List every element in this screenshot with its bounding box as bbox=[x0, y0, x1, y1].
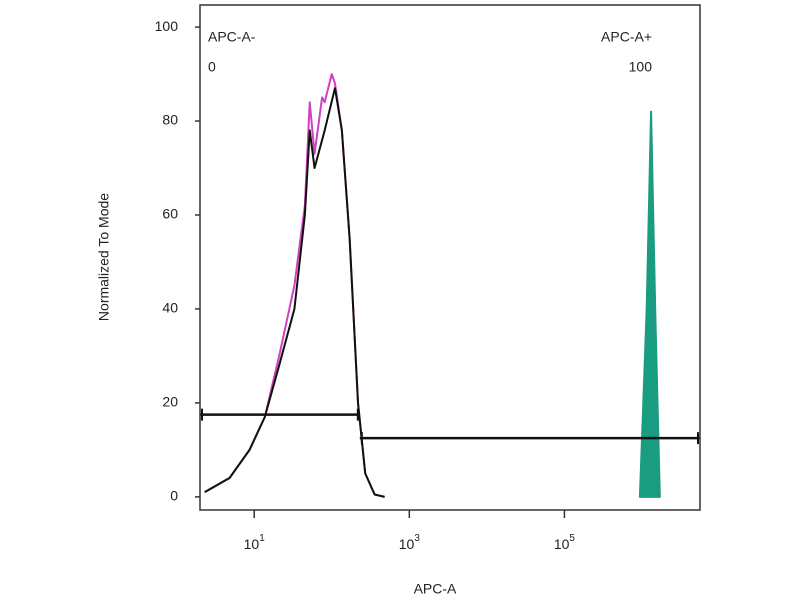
gate-percent: 0 bbox=[208, 59, 216, 75]
y-tick-label: 20 bbox=[162, 394, 178, 410]
series-line bbox=[204, 87, 385, 498]
gate-label: APC-A+ bbox=[601, 29, 652, 45]
series-line bbox=[638, 110, 661, 498]
tick-exponent: 3 bbox=[414, 533, 420, 544]
y-axis-label: Normalized To Mode bbox=[96, 193, 112, 321]
series-line bbox=[204, 73, 385, 498]
x-axis-label: APC-A bbox=[414, 581, 457, 597]
y-tick-label: 80 bbox=[162, 112, 178, 128]
y-tick-label: 100 bbox=[155, 18, 179, 34]
tick-exponent: 1 bbox=[259, 533, 265, 544]
gate-label: APC-A- bbox=[208, 29, 256, 45]
tick-base: 10 bbox=[399, 536, 415, 552]
x-tick-label: 101 bbox=[244, 533, 266, 552]
x-tick-label: 105 bbox=[554, 533, 576, 552]
y-tick-label: 0 bbox=[170, 488, 178, 504]
gate-percent: 100 bbox=[629, 59, 653, 75]
plot-frame bbox=[199, 4, 701, 511]
tick-base: 10 bbox=[554, 536, 570, 552]
y-tick-label: 60 bbox=[162, 206, 178, 222]
tick-exponent: 5 bbox=[569, 533, 575, 544]
x-tick-label: 103 bbox=[399, 533, 421, 552]
y-tick-label: 40 bbox=[162, 300, 178, 316]
tick-base: 10 bbox=[244, 536, 260, 552]
